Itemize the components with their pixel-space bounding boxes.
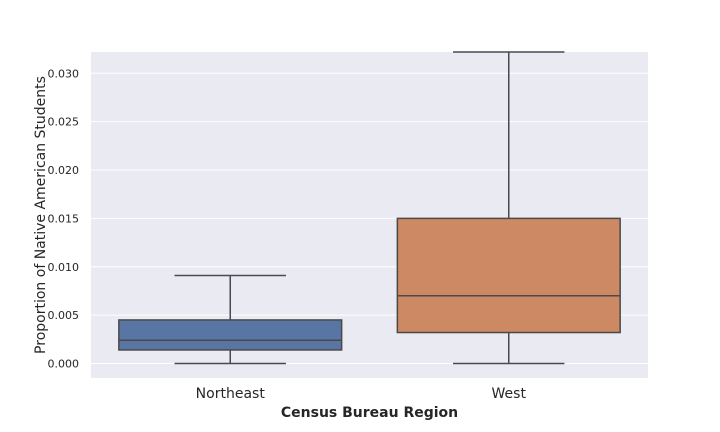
box-iqr — [118, 319, 343, 351]
box-series — [118, 51, 621, 365]
y-axis-title: Proportion of Native American Students — [33, 76, 49, 354]
y-tick-label: 0.030 — [48, 67, 80, 80]
x-axis-title: Census Bureau Region — [281, 405, 458, 421]
box-northeast — [118, 274, 343, 365]
y-tick-label: 0.015 — [48, 212, 80, 225]
y-tick-label: 0.005 — [48, 309, 80, 322]
y-tick-label: 0.010 — [48, 261, 80, 274]
box-west — [396, 51, 621, 365]
x-tick-label: West — [492, 386, 527, 402]
y-tick-label: 0.025 — [48, 116, 80, 129]
box-iqr — [396, 217, 621, 334]
y-tick-label: 0.020 — [48, 164, 80, 177]
x-tick-label: Northeast — [196, 386, 266, 402]
x-tick-labels: Northeast West — [196, 386, 527, 402]
y-tick-labels: 0.000 0.005 0.010 0.015 0.020 0.025 0.030 — [48, 67, 80, 370]
y-tick-label: 0.000 — [48, 357, 80, 370]
